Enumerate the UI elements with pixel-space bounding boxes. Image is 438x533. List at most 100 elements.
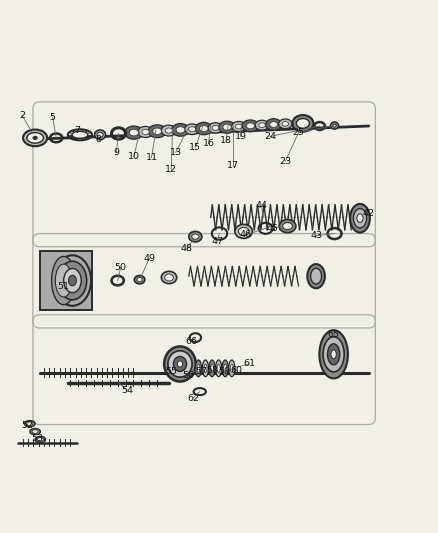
Ellipse shape [208,360,215,377]
Ellipse shape [161,125,176,136]
Text: 57: 57 [194,367,207,376]
Text: 62: 62 [187,394,199,403]
Text: 46: 46 [239,230,251,239]
Text: 17: 17 [226,161,238,170]
Ellipse shape [282,223,292,230]
Ellipse shape [332,124,336,127]
Ellipse shape [152,128,161,134]
Ellipse shape [246,123,254,129]
Ellipse shape [161,271,176,284]
Ellipse shape [32,430,38,433]
Ellipse shape [176,127,184,133]
Ellipse shape [223,124,231,130]
Ellipse shape [58,261,87,300]
Text: 48: 48 [180,245,192,253]
Ellipse shape [177,361,182,367]
Ellipse shape [64,269,81,293]
Ellipse shape [164,346,195,382]
Ellipse shape [72,131,88,138]
Text: 59: 59 [217,367,230,376]
Bar [39,251,92,310]
Ellipse shape [141,130,149,134]
Ellipse shape [235,124,241,129]
Ellipse shape [68,275,76,286]
Text: 55: 55 [165,367,177,376]
Ellipse shape [216,365,219,372]
Text: 25: 25 [292,128,304,137]
Bar [39,251,92,310]
Ellipse shape [134,276,145,284]
Text: 47: 47 [211,237,223,246]
Ellipse shape [282,122,288,126]
Ellipse shape [164,274,173,281]
Text: 44: 44 [254,200,267,209]
Ellipse shape [195,123,212,135]
Ellipse shape [223,365,226,372]
Ellipse shape [318,330,347,378]
Text: 7: 7 [74,126,80,135]
Ellipse shape [258,123,265,127]
Ellipse shape [210,365,213,372]
Text: 23: 23 [279,157,291,166]
Ellipse shape [184,124,199,134]
Ellipse shape [199,125,208,132]
Ellipse shape [171,124,189,136]
Text: 13: 13 [169,148,181,157]
Ellipse shape [228,360,234,377]
Text: 12: 12 [165,165,177,174]
Ellipse shape [55,264,72,297]
Text: 11: 11 [145,153,157,162]
Ellipse shape [129,130,138,136]
Ellipse shape [191,234,198,239]
Ellipse shape [218,121,235,133]
Ellipse shape [330,122,338,129]
Ellipse shape [230,365,233,372]
Ellipse shape [234,224,252,238]
Ellipse shape [212,125,219,131]
Ellipse shape [124,126,143,139]
Text: 60: 60 [230,366,242,375]
Ellipse shape [148,125,166,138]
Ellipse shape [349,204,369,232]
Text: 65: 65 [327,330,339,339]
Ellipse shape [165,128,172,133]
Text: 66: 66 [184,337,197,345]
Ellipse shape [356,214,362,223]
Ellipse shape [137,278,142,282]
Text: 49: 49 [143,254,155,263]
Text: 52: 52 [21,421,33,430]
Ellipse shape [242,120,258,132]
Ellipse shape [327,344,339,365]
Ellipse shape [188,127,195,132]
Ellipse shape [27,422,33,425]
Text: 24: 24 [263,132,276,141]
Ellipse shape [254,120,268,130]
Ellipse shape [278,119,291,128]
Text: 5: 5 [49,113,56,122]
Ellipse shape [353,208,366,228]
Ellipse shape [167,351,191,377]
Ellipse shape [173,357,186,372]
Ellipse shape [37,438,43,441]
Text: 9: 9 [113,148,119,157]
Ellipse shape [279,220,295,233]
Ellipse shape [23,130,47,146]
Ellipse shape [265,119,281,130]
Text: 10: 10 [127,152,140,161]
Ellipse shape [238,228,248,236]
Text: 61: 61 [243,359,255,368]
Ellipse shape [204,365,207,372]
Ellipse shape [25,421,35,427]
Text: 19: 19 [234,132,246,141]
Ellipse shape [269,122,277,127]
Text: 54: 54 [121,386,133,395]
Text: 53: 53 [31,434,43,443]
Text: 51: 51 [57,282,70,291]
Text: 15: 15 [189,143,201,152]
Ellipse shape [35,437,46,442]
Ellipse shape [330,350,336,359]
Ellipse shape [53,255,91,306]
Ellipse shape [322,337,343,372]
Text: 43: 43 [309,231,321,240]
Text: 16: 16 [202,139,214,148]
